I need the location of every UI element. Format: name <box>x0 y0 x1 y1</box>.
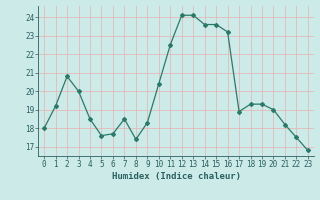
X-axis label: Humidex (Indice chaleur): Humidex (Indice chaleur) <box>111 172 241 181</box>
